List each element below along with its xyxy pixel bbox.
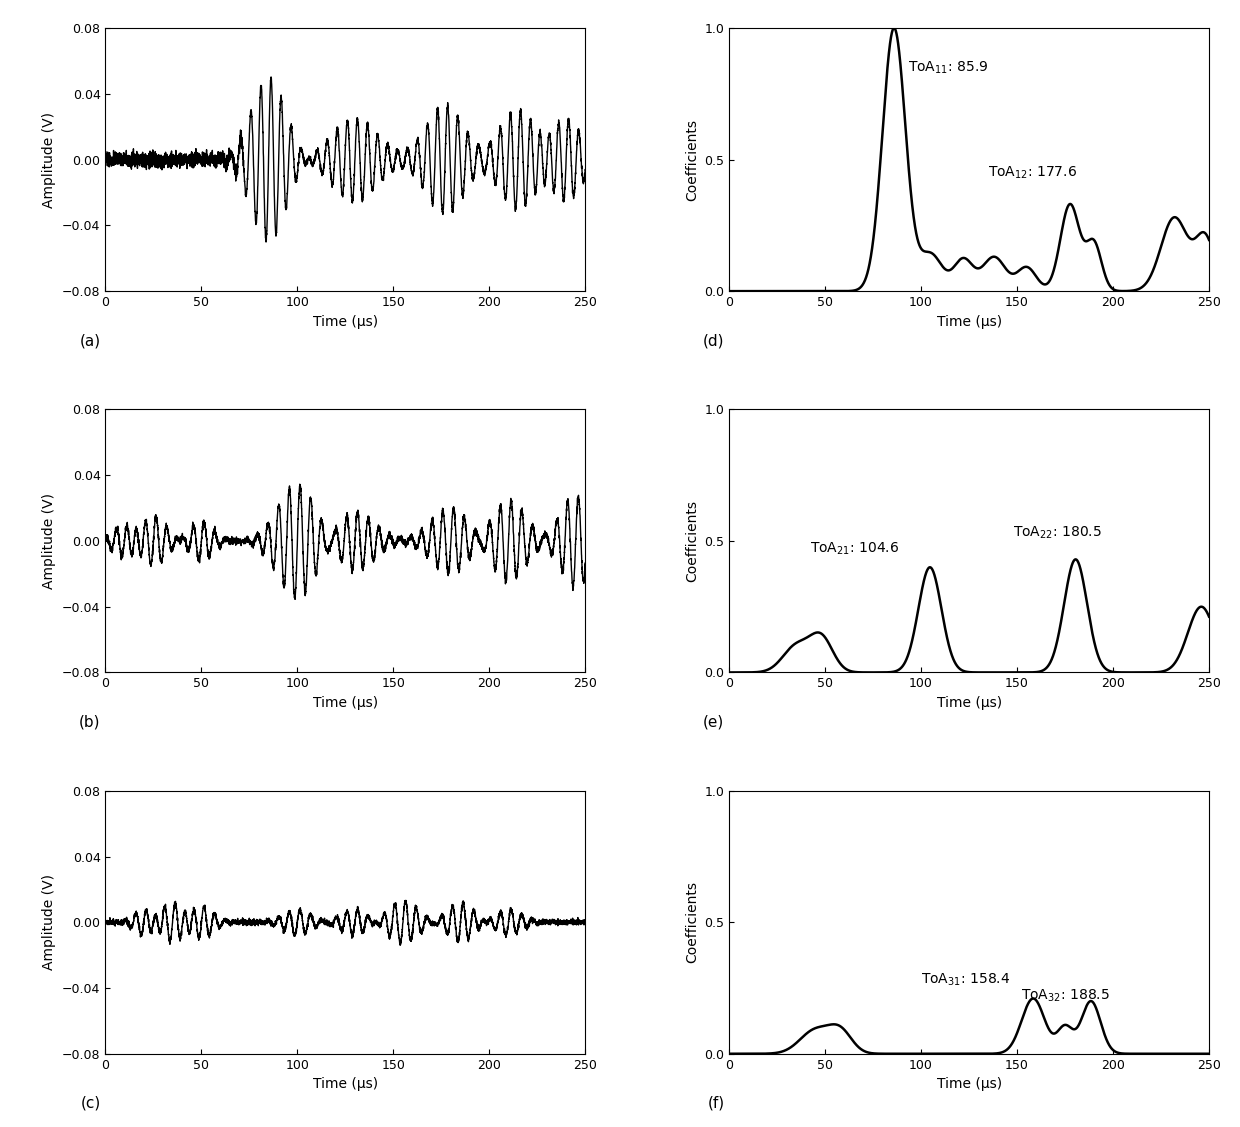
- Text: $\mathrm{ToA}_{31}$: 158.4: $\mathrm{ToA}_{31}$: 158.4: [921, 971, 1011, 988]
- Text: $\mathrm{ToA}_{21}$: 104.6: $\mathrm{ToA}_{21}$: 104.6: [810, 540, 899, 557]
- Y-axis label: Amplitude (V): Amplitude (V): [42, 112, 57, 207]
- X-axis label: Time (μs): Time (μs): [936, 1077, 1002, 1091]
- Text: (d): (d): [703, 334, 724, 348]
- Text: $\mathrm{ToA}_{32}$: 188.5: $\mathrm{ToA}_{32}$: 188.5: [1021, 987, 1110, 1004]
- X-axis label: Time (μs): Time (μs): [936, 314, 1002, 329]
- X-axis label: Time (μs): Time (μs): [312, 695, 378, 710]
- Text: (f): (f): [707, 1095, 724, 1111]
- Text: $\mathrm{ToA}_{22}$: 180.5: $\mathrm{ToA}_{22}$: 180.5: [1013, 524, 1102, 541]
- Text: $\mathrm{ToA}_{12}$: 177.6: $\mathrm{ToA}_{12}$: 177.6: [988, 165, 1078, 180]
- Y-axis label: Amplitude (V): Amplitude (V): [42, 492, 57, 589]
- Text: $\mathrm{ToA}_{11}$: 85.9: $\mathrm{ToA}_{11}$: 85.9: [908, 59, 988, 76]
- X-axis label: Time (μs): Time (μs): [312, 314, 378, 329]
- X-axis label: Time (μs): Time (μs): [312, 1077, 378, 1091]
- Y-axis label: Amplitude (V): Amplitude (V): [42, 875, 57, 970]
- Text: (e): (e): [703, 715, 724, 729]
- X-axis label: Time (μs): Time (μs): [936, 695, 1002, 710]
- Y-axis label: Coefficients: Coefficients: [684, 881, 699, 964]
- Text: (a): (a): [79, 334, 100, 348]
- Y-axis label: Coefficients: Coefficients: [684, 118, 699, 201]
- Text: (c): (c): [81, 1095, 100, 1111]
- Text: (b): (b): [79, 715, 100, 729]
- Y-axis label: Coefficients: Coefficients: [684, 500, 699, 582]
